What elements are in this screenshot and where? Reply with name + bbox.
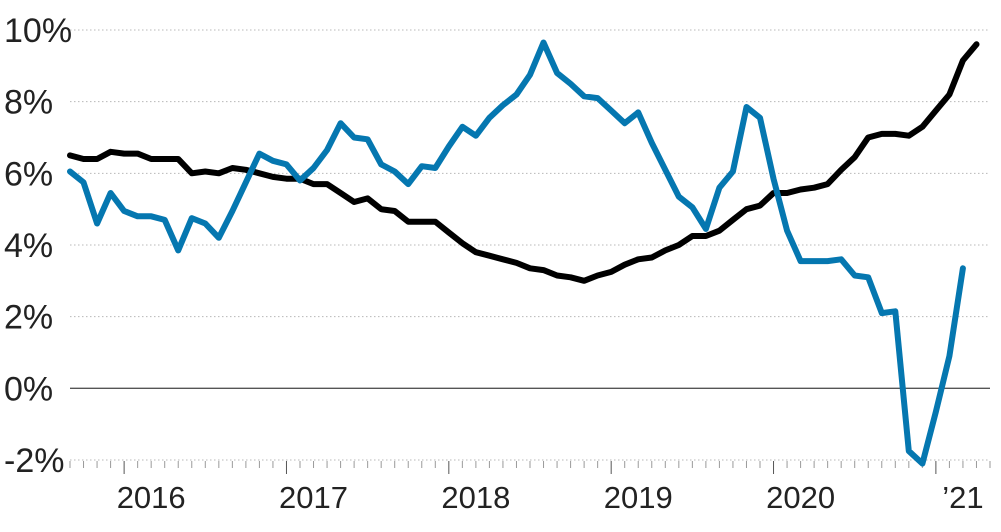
x-tick-label: 2017 bbox=[279, 480, 348, 515]
series-layer bbox=[67, 39, 980, 467]
grid-layer bbox=[70, 29, 990, 461]
x-tick-label: ’21 bbox=[942, 480, 983, 515]
y-tick-label: 10% bbox=[4, 12, 72, 50]
series-line-1 bbox=[67, 41, 980, 284]
label-layer: -2% 0% 2% 4% 6% 8% 10% 2016 2017 2018 2019 2020 ’21 bbox=[4, 12, 984, 515]
axis-layer bbox=[69, 461, 991, 474]
series-line-2 bbox=[67, 39, 966, 467]
y-tick-label: 4% bbox=[4, 227, 53, 265]
x-tick-label: 2020 bbox=[766, 480, 835, 515]
y-tick-label: 6% bbox=[4, 155, 53, 193]
x-tick-label: 2016 bbox=[117, 480, 186, 515]
y-tick-label: 2% bbox=[4, 299, 53, 337]
y-tick-label: 8% bbox=[4, 84, 53, 122]
x-tick-label: 2019 bbox=[604, 480, 673, 515]
x-tick-label: 2018 bbox=[441, 480, 510, 515]
y-tick-label: 0% bbox=[4, 370, 53, 408]
y-tick-label: -2% bbox=[4, 442, 64, 480]
